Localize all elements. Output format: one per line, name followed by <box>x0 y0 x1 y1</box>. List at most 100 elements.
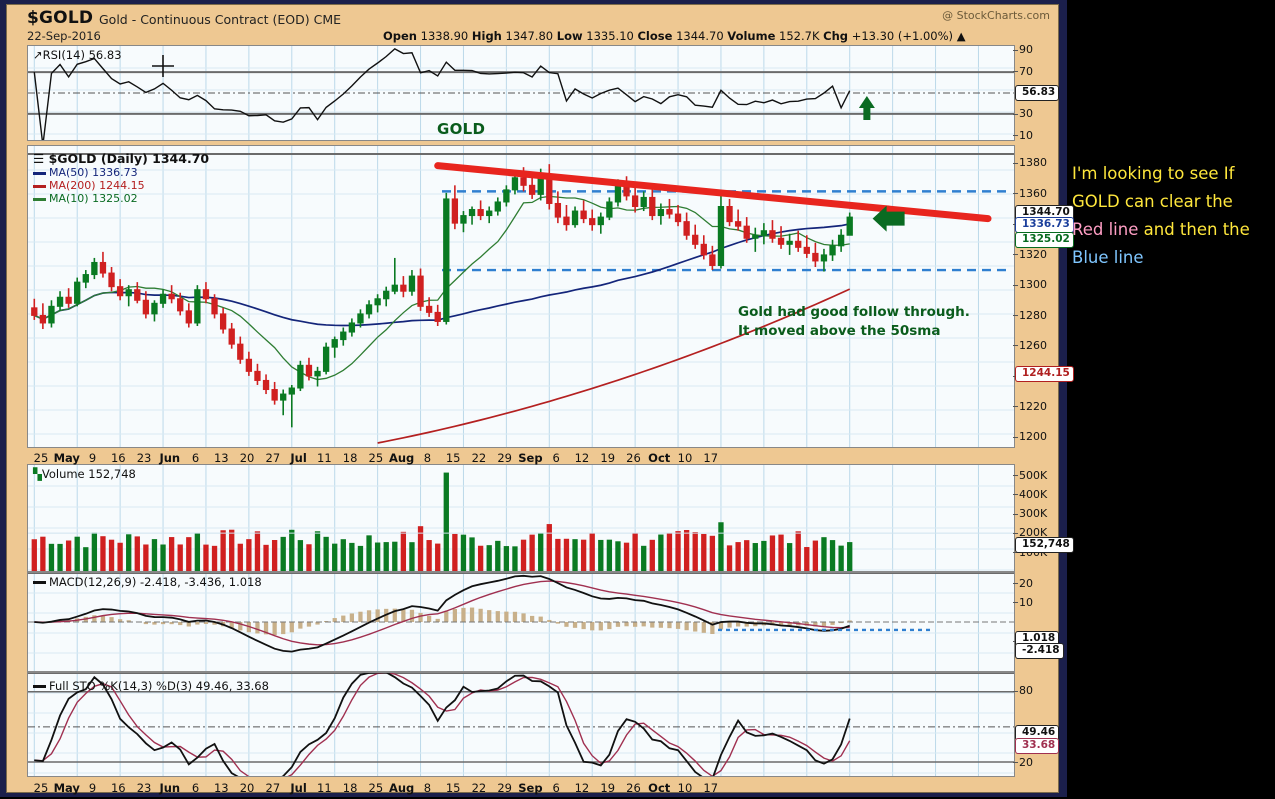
axis-tick-label: 500K <box>1012 468 1048 482</box>
sto-legend-text: Full STO %K(14,3) %D(3) 49.46, 33.68 <box>49 679 269 693</box>
commentary-note: I'm looking to see If GOLD can clear the… <box>1072 160 1272 272</box>
x-axis-tick: 15 <box>445 781 461 795</box>
rsi-legend: ↗RSI(14) 56.83 <box>33 48 122 62</box>
axis-tick-label: 10 <box>1013 128 1033 142</box>
x-axis-tick: 22 <box>471 781 487 795</box>
axis-tick-label: 1260 <box>1013 338 1047 352</box>
x-axis-tick: 9 <box>88 781 97 795</box>
stockcharts-chart-window: $GOLD Gold - Continuous Contract (EOD) C… <box>6 4 1074 795</box>
x-axis-tick: 25 <box>368 781 384 795</box>
x-axis-tick: 23 <box>136 451 152 465</box>
open-label: Open <box>383 29 417 43</box>
x-axis-tick: 19 <box>600 451 616 465</box>
macd-legend: MACD(12,26,9) -2.418, -3.436, 1.018 <box>33 575 262 589</box>
x-axis-tick: 19 <box>600 781 616 795</box>
close-label: Close <box>637 29 673 43</box>
axis-tick-label: 1280 <box>1013 308 1047 322</box>
x-axis-tick: 23 <box>136 781 152 795</box>
axis-tick-label: 1200 <box>1013 430 1047 444</box>
axis-tick-label: 1320 <box>1013 247 1047 261</box>
x-axis-tick: 18 <box>342 451 358 465</box>
x-axis-tick: 10 <box>677 781 693 795</box>
value-flag: 1325.02 <box>1015 232 1074 248</box>
x-axis-tick: 13 <box>213 781 229 795</box>
stockcharts-credit: @ StockCharts.com <box>942 9 1050 22</box>
x-axis-tick: 29 <box>497 451 512 465</box>
stochastic-value-axis: 80 20 <box>1013 672 1063 777</box>
quote-date: 22-Sep-2016 <box>27 29 101 43</box>
sto-swatch-icon <box>33 685 46 688</box>
axis-tick-label: 30 <box>1013 107 1033 121</box>
x-axis-tick: 27 <box>265 451 281 465</box>
x-axis-tick: 18 <box>342 781 358 795</box>
x-axis-tick: 8 <box>423 451 432 465</box>
x-axis-tick: Oct <box>648 451 671 465</box>
x-axis-tick: 11 <box>317 451 332 465</box>
x-axis-tick: 17 <box>703 781 719 795</box>
x-axis-tick: 15 <box>445 451 461 465</box>
x-axis-tick: Jul <box>290 781 307 795</box>
axis-tick-label: 20 <box>1013 755 1033 769</box>
macd-pane[interactable] <box>27 572 1015 672</box>
x-axis-tick: May <box>53 781 80 795</box>
x-axis-tick: 6 <box>552 451 560 465</box>
volume-value: 152.7K <box>779 29 820 43</box>
axis-tick-label: 200K <box>1012 526 1048 540</box>
macd-swatch-icon <box>33 581 46 584</box>
ticker-symbol: $GOLD <box>27 8 94 28</box>
low-value: 1335.10 <box>586 29 634 43</box>
axis-tick-label: 1380 <box>1013 156 1047 170</box>
ma10-legend-text: MA(10) 1325.02 <box>49 192 138 205</box>
x-axis-tick: 29 <box>497 781 512 795</box>
rsi-value-axis: 90 70 30 10 <box>1013 43 1063 142</box>
x-axis-tick: 12 <box>574 781 590 795</box>
volume-legend-text: Volume 152,748 <box>41 467 136 481</box>
price-value-axis: 1380136013401320130012801260124012201200 <box>1013 145 1063 448</box>
commentary-blue-line-words: Blue line <box>1072 248 1144 267</box>
annotation-gold-label: GOLD <box>437 120 486 138</box>
x-axis-tick: Jun <box>159 781 181 795</box>
low-label: Low <box>556 29 583 43</box>
ma10-swatch-icon <box>33 197 46 201</box>
x-axis-tick: 16 <box>110 781 126 795</box>
rsi-legend-text: RSI(14) 56.83 <box>42 48 122 62</box>
chg-label: Chg <box>823 29 849 43</box>
commentary-red-line-words: Red line <box>1072 220 1139 239</box>
x-axis-tick: 22 <box>471 451 487 465</box>
volume-pane[interactable] <box>27 464 1015 572</box>
rsi-pane[interactable] <box>27 45 1015 141</box>
stochastic-pane[interactable] <box>27 672 1015 777</box>
x-axis-tick: 27 <box>265 781 281 795</box>
x-axis-tick: Sep <box>518 451 543 465</box>
value-flag: 152,748 <box>1015 537 1074 553</box>
x-axis-tick: 16 <box>110 451 126 465</box>
commentary-line-1: I'm looking to see If <box>1072 164 1235 183</box>
price-pane[interactable] <box>27 145 1015 448</box>
x-axis-tick: Aug <box>388 451 415 465</box>
axis-tick-label: 1300 <box>1013 278 1047 292</box>
ma50-legend-text: MA(50) 1336.73 <box>49 166 138 179</box>
x-axis-tick: Sep <box>518 781 543 795</box>
x-axis-tick: 25 <box>33 451 49 465</box>
ma200-legend: MA(200) 1244.15 <box>33 179 145 192</box>
x-axis-tick: 6 <box>191 781 200 795</box>
ma200-swatch-icon <box>33 184 46 188</box>
x-axis-tick: 26 <box>626 451 641 465</box>
x-axis-tick: Oct <box>648 781 671 795</box>
ma50-legend: MA(50) 1336.73 <box>33 166 138 179</box>
ohlc-quote-bar: Open 1338.90 High 1347.80 Low 1335.10 Cl… <box>383 29 966 43</box>
value-flag: 1244.15 <box>1015 366 1074 382</box>
x-axis-tick: 17 <box>703 451 719 465</box>
rsi-icon: ↗ <box>33 48 43 62</box>
commentary-line-2: GOLD can clear the <box>1072 192 1233 211</box>
x-axis-tick: 12 <box>574 451 590 465</box>
volume-label: Volume <box>727 29 776 43</box>
x-axis-tick: 20 <box>239 451 255 465</box>
price-chart-icon: ☰ <box>33 151 45 166</box>
x-axis-tick: 20 <box>239 781 255 795</box>
ma10-legend: MA(10) 1325.02 <box>33 192 138 205</box>
x-axis-tick: 10 <box>677 451 693 465</box>
close-value: 1344.70 <box>676 29 724 43</box>
macd-legend-text: MACD(12,26,9) -2.418, -3.436, 1.018 <box>49 575 262 589</box>
